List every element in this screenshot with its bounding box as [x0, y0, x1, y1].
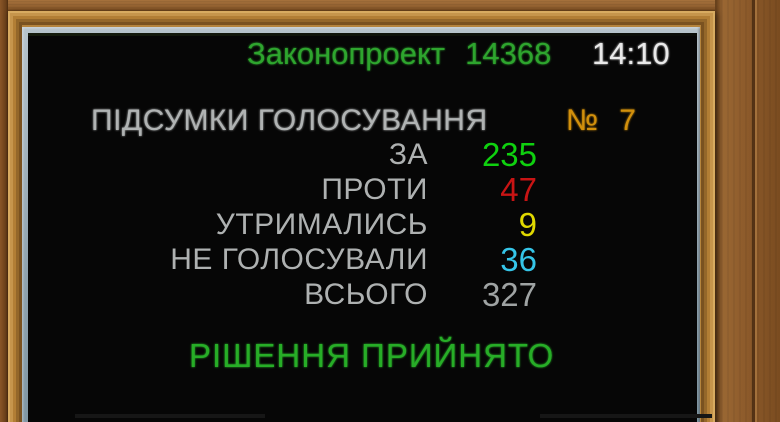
results-heading: ПІДСУМКИ ГОЛОСУВАННЯ [91, 104, 488, 137]
decision-banner: РІШЕННЯ ПРИЙНЯТО [189, 337, 555, 374]
bill-title: Законопроект 14368 [247, 36, 551, 72]
vote-count: 235 [481, 136, 537, 173]
vote-row: ПРОТИ 47 [28, 172, 697, 207]
vote-count: 36 [500, 241, 537, 278]
bottom-artifact [75, 414, 265, 418]
bill-label: Законопроект [247, 36, 446, 71]
vote-count: 9 [518, 206, 537, 243]
wood-seam-highlight [755, 0, 757, 422]
wood-frame-left [0, 0, 8, 422]
wood-seam [752, 0, 755, 422]
vote-row: НЕ ГОЛОСУВАЛИ 36 [28, 242, 697, 277]
vote-count: 47 [500, 171, 537, 208]
bill-number: 14368 [465, 36, 552, 71]
question-number-value: 7 [619, 104, 636, 137]
vote-label: УТРИМАЛИСЬ [215, 208, 428, 241]
display-screen: Законопроект 14368 14:10 ПІДСУМКИ ГОЛОСУ… [28, 33, 712, 422]
question-number: № 7 [566, 103, 636, 138]
vote-label: ВСЬОГО [304, 278, 428, 311]
vote-label: НЕ ГОЛОСУВАЛИ [170, 243, 428, 276]
clock: 14:10 [592, 36, 670, 71]
vote-results: ЗА 235 ПРОТИ 47 УТРИМАЛИСЬ 9 НЕ ГОЛОСУВА… [28, 137, 697, 312]
gold-frame: Законопроект 14368 14:10 ПІДСУМКИ ГОЛОСУ… [8, 11, 715, 422]
vote-label: ЗА [388, 138, 428, 171]
numero-sign: № [566, 104, 599, 137]
vote-row: ЗА 235 [28, 137, 697, 172]
vote-count: 327 [481, 276, 537, 313]
screen-bezel: Законопроект 14368 14:10 ПІДСУМКИ ГОЛОСУ… [22, 27, 712, 422]
vote-row: УТРИМАЛИСЬ 9 [28, 207, 697, 242]
wood-panel-right [715, 0, 780, 422]
vote-row: ВСЬОГО 327 [28, 277, 697, 312]
wood-frame-top [0, 0, 780, 11]
vote-label: ПРОТИ [321, 173, 428, 206]
bottom-artifact [540, 414, 712, 418]
